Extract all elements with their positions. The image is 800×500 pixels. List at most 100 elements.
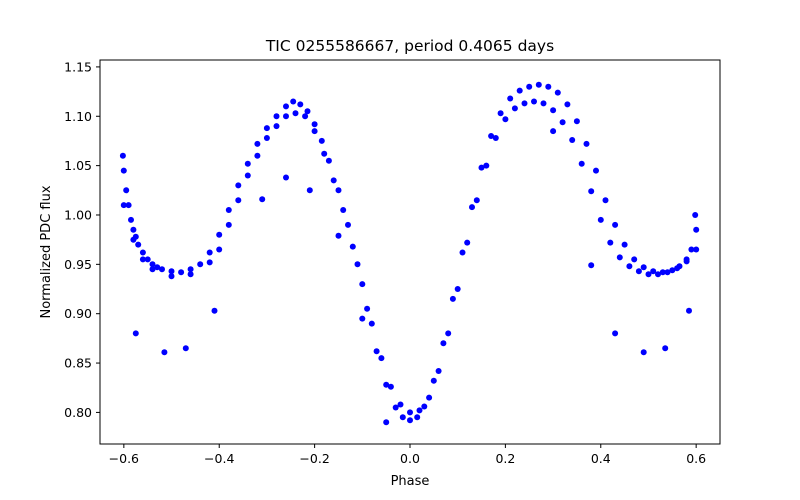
data-point-0-43 xyxy=(440,340,447,347)
data-point-0-15 xyxy=(197,261,204,268)
data-point-2-1 xyxy=(161,349,168,356)
data-point-0-37 xyxy=(392,404,399,411)
data-point-1-14 xyxy=(283,113,289,120)
data-point-0-30 xyxy=(325,157,332,164)
x-axis-label: Phase xyxy=(391,474,430,489)
data-point-2-4 xyxy=(259,196,266,203)
data-point-0-23 xyxy=(273,113,280,120)
data-point-2-13 xyxy=(640,349,647,356)
data-point-0-17 xyxy=(216,231,223,238)
data-point-0-48 xyxy=(488,133,495,139)
data-point-1-9 xyxy=(235,197,242,204)
data-point-0-12 xyxy=(168,268,175,275)
data-point-1-40 xyxy=(531,98,537,105)
data-point-0-1 xyxy=(123,187,130,194)
data-point-1-19 xyxy=(330,177,337,184)
data-point-0-53 xyxy=(535,81,542,88)
data-point-0-66 xyxy=(659,269,666,276)
data-point-1-21 xyxy=(349,243,356,250)
data-point-0-57 xyxy=(573,118,580,125)
y-axis: 0.80 0.85 0.90 0.95 1.00 1.05 1.10 1.15 xyxy=(64,59,100,420)
data-point-2-7 xyxy=(335,232,342,239)
chart-title: TIC 0255586667, period 0.4065 days xyxy=(265,37,554,55)
data-point-1-11 xyxy=(254,152,261,159)
data-point-0-29 xyxy=(318,137,325,144)
data-point-0-10 xyxy=(154,264,161,271)
data-point-2-6 xyxy=(306,187,313,194)
data-point-1-57 xyxy=(693,246,700,253)
data-point-0-63 xyxy=(631,256,638,263)
data-point-1-53 xyxy=(655,271,661,278)
data-point-2-17 xyxy=(692,212,699,218)
data-point-1-20 xyxy=(340,207,347,213)
data-point-2-9 xyxy=(383,419,390,426)
data-point-0-54 xyxy=(545,83,552,90)
data-point-1-41 xyxy=(540,100,547,107)
data-point-0-19 xyxy=(235,182,242,189)
data-point-0-38 xyxy=(399,414,406,421)
data-point-0-47 xyxy=(478,164,485,171)
data-point-1-49 xyxy=(616,254,623,261)
data-point-0-70 xyxy=(688,246,695,253)
data-point-0-60 xyxy=(602,197,609,204)
data-point-1-44 xyxy=(569,137,576,143)
data-point-1-38 xyxy=(511,105,518,112)
y-axis-label: Normalized PDC flux xyxy=(39,185,54,318)
data-point-1-10 xyxy=(244,172,251,179)
data-point-0-3 xyxy=(128,216,134,223)
data-point-1-42 xyxy=(550,107,557,114)
data-point-2-16 xyxy=(119,152,126,159)
data-point-0-44 xyxy=(449,295,456,302)
plot-area-frame xyxy=(99,59,721,445)
data-point-2-0 xyxy=(132,330,139,337)
data-point-1-30 xyxy=(435,368,442,374)
data-point-1-12 xyxy=(263,135,270,141)
data-point-0-71 xyxy=(693,226,700,233)
data-point-0-52 xyxy=(526,83,533,90)
x-tick-label: −0.4 xyxy=(204,451,234,466)
data-point-1-45 xyxy=(578,160,585,167)
data-point-1-50 xyxy=(626,263,633,270)
data-point-2-2 xyxy=(182,345,189,352)
data-point-0-61 xyxy=(612,221,619,228)
data-point-2-14 xyxy=(662,345,669,352)
data-point-1-26 xyxy=(397,401,404,408)
data-point-1-32 xyxy=(454,286,461,292)
y-tick-label: 0.95 xyxy=(64,257,92,272)
data-point-1-22 xyxy=(359,281,366,288)
data-point-0-67 xyxy=(669,267,676,274)
data-point-0-46 xyxy=(469,204,475,211)
data-point-0-16 xyxy=(206,249,213,256)
x-tick-label: 0.2 xyxy=(495,451,515,466)
data-point-1-54 xyxy=(664,269,671,276)
data-point-0-4 xyxy=(130,226,137,233)
x-tick-label: 0.0 xyxy=(400,451,420,466)
data-point-1-15 xyxy=(292,110,299,117)
data-point-0-40 xyxy=(414,414,421,421)
data-point-0-21 xyxy=(254,140,261,147)
data-point-1-52 xyxy=(645,271,652,278)
data-point-1-18 xyxy=(321,150,328,157)
data-point-0-7 xyxy=(139,249,146,256)
data-point-0-50 xyxy=(507,95,514,102)
data-point-0-51 xyxy=(516,87,523,94)
data-point-1-33 xyxy=(464,239,471,246)
data-point-1-29 xyxy=(426,394,433,401)
data-point-0-32 xyxy=(345,221,351,228)
data-point-0-13 xyxy=(178,269,185,276)
data-point-2-8 xyxy=(359,315,366,322)
data-point-1-39 xyxy=(521,100,528,107)
data-point-0-27 xyxy=(304,108,311,115)
data-point-0-58 xyxy=(583,140,590,147)
data-point-2-12 xyxy=(612,330,619,337)
data-point-1-28 xyxy=(416,407,423,414)
data-point-1-7 xyxy=(216,246,223,253)
data-point-1-0 xyxy=(120,202,127,209)
data-point-1-51 xyxy=(635,268,642,275)
data-point-1-17 xyxy=(311,128,318,135)
data-point-1-5 xyxy=(187,271,194,278)
data-point-0-6 xyxy=(135,241,142,248)
data-point-0-35 xyxy=(373,348,380,355)
data-point-1-34 xyxy=(473,197,480,204)
data-point-0-42 xyxy=(430,377,437,384)
